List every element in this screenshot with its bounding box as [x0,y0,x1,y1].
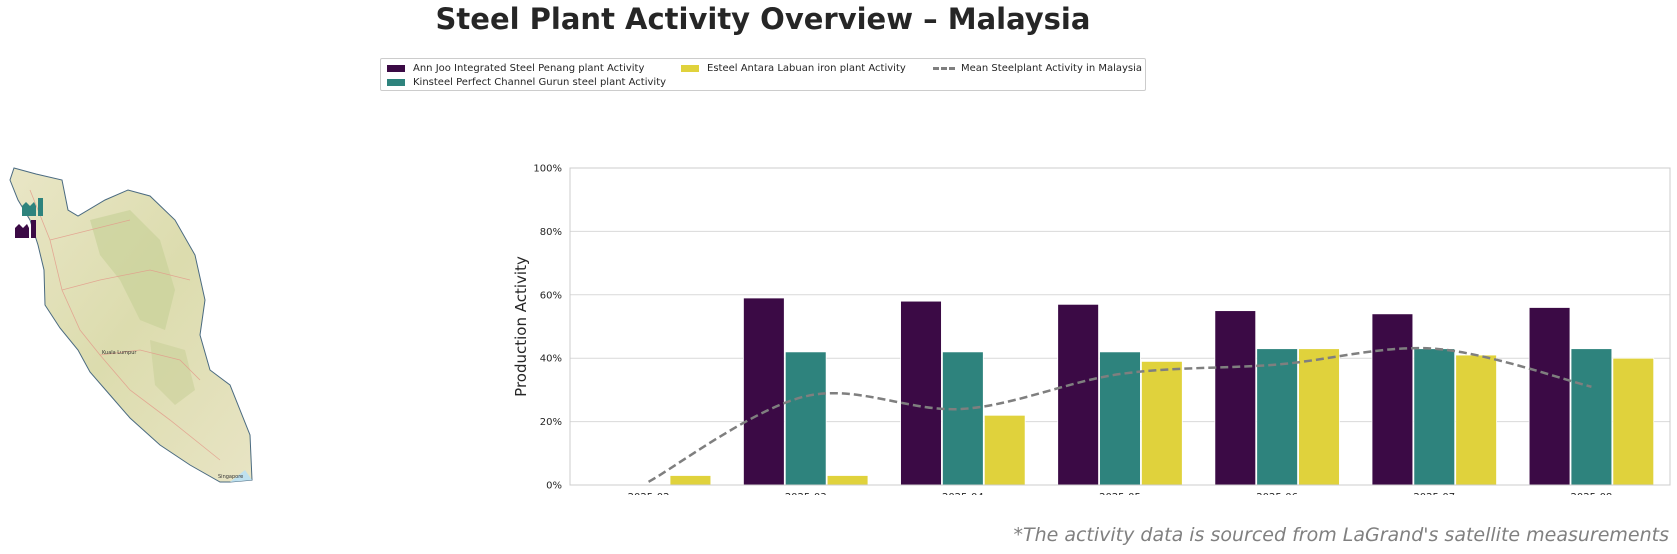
x-tick-label: 2025-04 [942,492,984,495]
x-tick-label: 2025-07 [1413,492,1455,495]
map-roads [29,189,221,461]
legend-swatch-kinsteel [387,79,405,86]
y-tick-label: 100% [533,164,562,175]
bar-esteel-2025-06 [1298,348,1340,486]
y-tick-label: 80% [540,227,562,238]
map-relief-south [150,340,195,405]
legend-item-mean: Mean Steelplant Activity in Malaysia [933,63,1142,74]
mean-activity-line [647,346,1592,483]
legend-item-ann-joo: Ann Joo Integrated Steel Penang plant Ac… [387,63,644,74]
bar-kinsteel-2025-07 [1413,348,1456,486]
source-note: *The activity data is sourced from LaGra… [1013,524,1669,546]
legend-label-esteel: Esteel Antara Labuan iron plant Activity [707,63,906,74]
plant-icon-kinsteel [22,198,43,216]
bar-kinsteel-2025-05 [1099,351,1141,486]
bar-esteel-2025-08 [1612,357,1655,486]
map-label-kuala-lumpur: Kuala Lumpur [102,350,137,356]
y-tick-label: 20% [540,417,562,428]
bar-ann-joo-2025-07 [1371,313,1414,486]
legend-label-kinsteel: Kinsteel Perfect Channel Gurun steel pla… [413,77,667,88]
bar-esteel-2025-05 [1141,360,1183,486]
y-axis-label: Production Activity [512,256,530,397]
map-label-singapore: Singapore [218,474,243,480]
legend-item-esteel: Esteel Antara Labuan iron plant Activity [681,63,906,74]
plot-frame [569,167,1671,486]
map-coast-water [230,470,252,482]
legend-line-mean [933,67,955,70]
activity-bar-chart: 0% 20% 40% 60% 80% 100% 2025-02 2025-03 2025-04 2… [512,164,1671,495]
bar-ann-joo-2025-05 [1057,303,1099,486]
bar-esteel-2025-03 [826,475,869,486]
legend-swatch-esteel [681,65,699,72]
legend-label-mean: Mean Steelplant Activity in Malaysia [961,63,1143,74]
legend-item-kinsteel: Kinsteel Perfect Channel Gurun steel pla… [387,77,666,88]
plant-icon-ann-joo [15,220,36,238]
x-tick-label: 2025-08 [1571,492,1613,495]
x-tick-label: 2025-06 [1256,492,1298,495]
bar-esteel-2025-02 [669,475,712,486]
bar-ann-joo-2025-03 [743,297,785,486]
peninsular-malaysia-map: Kuala Lumpur Singapore [9,167,253,483]
bar-ann-joo-2025-08 [1528,307,1571,486]
bar-kinsteel-2025-04 [942,351,984,486]
map-relief [90,210,175,330]
y-tick-label: 40% [540,354,562,365]
bar-kinsteel-2025-08 [1570,348,1613,486]
x-tick-label: 2025-02 [628,492,670,495]
bar-esteel-2025-04 [983,414,1026,486]
bar-kinsteel-2025-03 [784,351,827,486]
chart-legend: Ann Joo Integrated Steel Penang plant Ac… [380,58,1146,91]
y-tick-label: 0% [546,481,562,492]
bar-ann-joo-2025-04 [900,300,942,486]
page-title: Steel Plant Activity Overview – Malaysia [435,2,1091,36]
x-tick-label: 2025-05 [1099,492,1141,495]
y-tick-label: 60% [540,290,562,301]
bar-kinsteel-2025-06 [1256,348,1298,486]
bar-ann-joo-2025-06 [1214,310,1257,486]
legend-swatch-ann-joo [387,65,405,72]
x-tick-label: 2025-03 [785,492,827,495]
legend-label-ann-joo: Ann Joo Integrated Steel Penang plant Ac… [413,63,645,74]
bar-esteel-2025-07 [1455,354,1497,486]
